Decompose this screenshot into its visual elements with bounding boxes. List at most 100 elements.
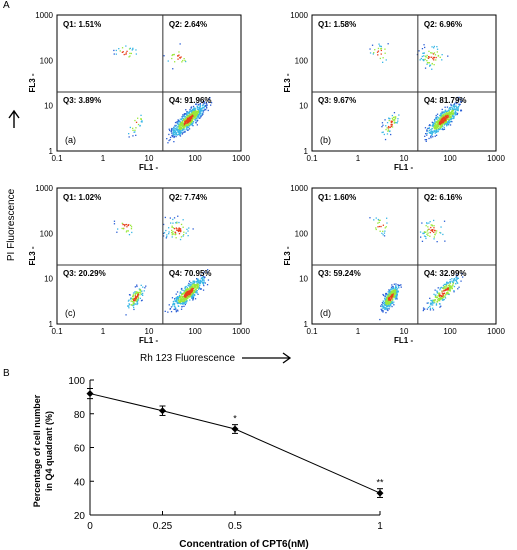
event-dot (184, 291, 186, 293)
event-dot (182, 226, 184, 228)
event-dot (203, 277, 205, 279)
event-dot (190, 107, 192, 109)
event-dot (448, 121, 451, 123)
event-dot (171, 135, 174, 138)
event-dot (128, 303, 130, 305)
event-dot (174, 121, 177, 124)
event-dot (197, 293, 199, 295)
event-dot (131, 304, 133, 306)
x-tick-label: 0 (87, 521, 93, 532)
event-dot (392, 294, 394, 296)
event-dot (202, 278, 204, 280)
event-dot (177, 230, 180, 233)
event-dot (431, 302, 433, 305)
event-dot (382, 224, 384, 226)
event-dot (393, 304, 395, 306)
y-tick-label: 100 (40, 229, 54, 238)
event-dot (189, 299, 191, 301)
event-dot (456, 109, 458, 111)
event-dot (439, 127, 441, 129)
event-dot (186, 120, 188, 123)
event-dot (176, 121, 178, 123)
event-dot (194, 113, 196, 115)
event-dot (191, 285, 193, 287)
event-dot (193, 290, 196, 293)
event-dot (142, 286, 144, 288)
event-dot (444, 296, 446, 298)
event-dot (431, 229, 433, 231)
event-dot (169, 308, 171, 310)
event-dot (447, 115, 449, 117)
event-dot (380, 48, 382, 50)
event-dot (188, 112, 190, 114)
event-dot (390, 288, 392, 290)
event-dot (435, 59, 437, 61)
event-dot (192, 298, 194, 300)
quadrant-q4-label: Q4: 70.95% (169, 269, 212, 278)
event-dot (135, 53, 137, 55)
event-dot (438, 298, 440, 300)
event-dot (400, 286, 402, 288)
event-dot (439, 117, 441, 119)
event-dot (456, 278, 458, 280)
event-dot (191, 297, 193, 299)
y-tick-label: 1 (304, 320, 309, 329)
event-dot (192, 105, 195, 108)
event-dot (132, 48, 134, 50)
event-dot (426, 132, 428, 135)
event-dot (453, 278, 455, 280)
event-dot (395, 286, 397, 288)
event-dot (177, 296, 179, 298)
event-dot (184, 120, 186, 122)
quadrant-q1-label: Q1: 1.58% (318, 20, 356, 29)
event-dot (176, 229, 178, 231)
event-dot (439, 297, 442, 299)
event-dot (128, 48, 131, 50)
event-dot (433, 302, 435, 304)
plot-frame (311, 14, 497, 152)
event-dot (196, 124, 198, 126)
event-dot (441, 59, 443, 61)
flow-plot-a: Q1: 1.51% Q2: 2.64%Q3: 3.89% Q4: 91.96%(a)… (28, 11, 250, 172)
event-dot (455, 105, 457, 107)
event-dot (173, 217, 176, 219)
event-dot (373, 52, 375, 54)
event-dot (433, 45, 435, 48)
event-dot (381, 126, 383, 128)
event-dot (179, 300, 182, 302)
event-dot (448, 111, 451, 114)
event-dot (190, 121, 192, 123)
event-dot (385, 292, 387, 295)
event-dot (440, 122, 442, 124)
event-dot (186, 126, 188, 128)
event-dot (451, 281, 454, 283)
y-tick-label: 1000 (290, 184, 308, 193)
event-dot (182, 299, 184, 301)
event-dot (125, 314, 127, 316)
event-dot (184, 131, 186, 133)
event-dot (204, 106, 206, 108)
event-dot (427, 228, 429, 231)
event-dot (441, 128, 443, 130)
event-dot (184, 125, 186, 127)
event-dot (433, 126, 436, 128)
event-dot (385, 298, 388, 300)
event-dot (195, 114, 198, 116)
event-dot (385, 295, 387, 297)
event-dot (179, 121, 181, 123)
y-tick-label: 100 (295, 229, 309, 238)
event-dot (436, 116, 439, 118)
event-dot (202, 283, 205, 285)
event-dot (433, 129, 435, 132)
event-dot (440, 126, 442, 128)
event-dot (394, 119, 396, 121)
y-axis-label: FL3 - (28, 246, 37, 265)
event-dot (187, 294, 189, 296)
event-dot (446, 286, 448, 288)
event-dot (181, 287, 183, 290)
event-dot (381, 122, 384, 124)
event-dot (442, 233, 444, 236)
data-point (376, 489, 384, 497)
event-dot (395, 296, 398, 298)
event-dot (130, 226, 133, 228)
